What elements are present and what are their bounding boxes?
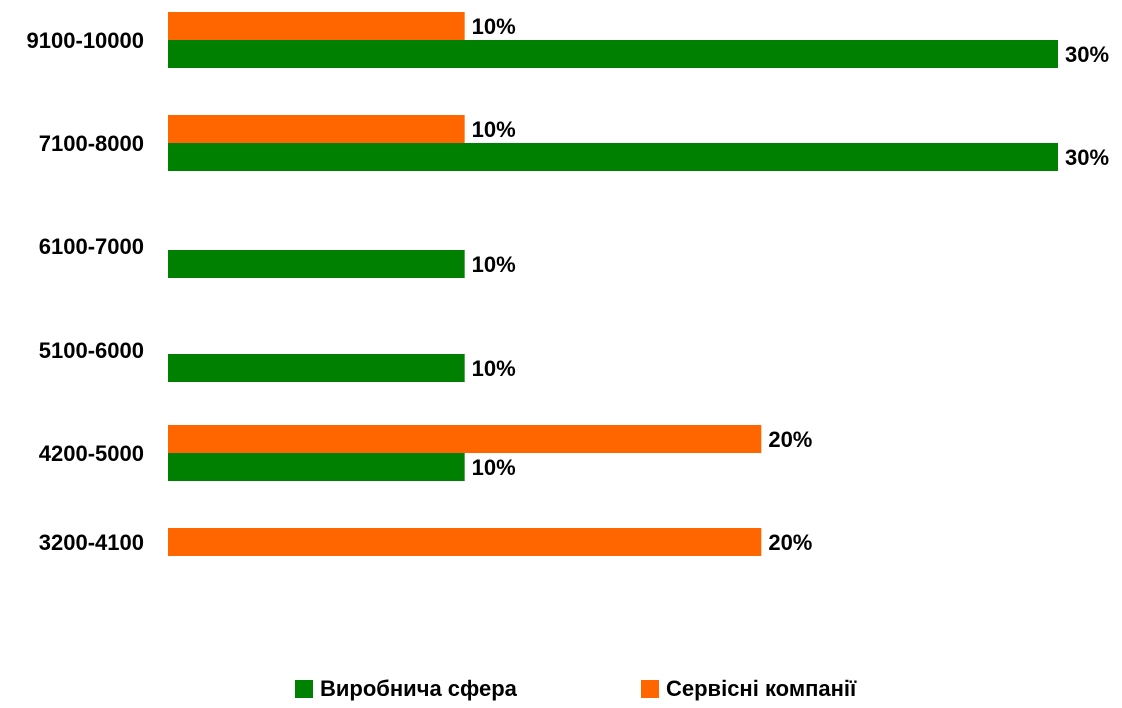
data-label-series-0-1: 30%: [1065, 145, 1109, 170]
data-label-series-1-5: 20%: [768, 530, 812, 555]
bar-series-1-4: [168, 425, 762, 453]
legend-label-series-0: Виробнича сфера: [320, 676, 517, 701]
bar-series-0-4: [168, 453, 465, 481]
bar-series-0-0: [168, 40, 1058, 68]
bar-series-1-0: [168, 12, 465, 40]
category-label: 9100-10000: [27, 28, 144, 53]
bar-series-0-1: [168, 143, 1058, 171]
category-label: 5100-6000: [39, 338, 144, 363]
legend-swatch-series-0: [295, 680, 313, 698]
data-label-series-1-1: 10%: [472, 117, 516, 142]
data-label-series-0-0: 30%: [1065, 42, 1109, 67]
data-label-series-0-4: 10%: [472, 455, 516, 480]
legend-swatch-series-1: [641, 680, 659, 698]
data-label-series-1-4: 20%: [768, 427, 812, 452]
bar-series-1-1: [168, 115, 465, 143]
category-label: 3200-4100: [39, 530, 144, 555]
bar-group: [168, 12, 1058, 556]
category-label: 4200-5000: [39, 441, 144, 466]
category-label: 6100-7000: [39, 234, 144, 259]
legend-item-series-0: Виробнича сфера: [295, 676, 517, 702]
category-label: 7100-8000: [39, 131, 144, 156]
bar-series-1-5: [168, 528, 762, 556]
data-labels: 30% 10% 30% 10% 10% 10% 10% 20% 20%: [472, 14, 1109, 555]
category-axis-labels: 9100-10000 7100-8000 6100-7000 5100-6000 420…: [27, 28, 144, 555]
legend-label-series-1: Сервісні компанії: [666, 676, 857, 701]
legend-item-series-1: Сервісні компанії: [641, 676, 856, 702]
data-label-series-0-2: 10%: [472, 252, 516, 277]
data-label-series-0-3: 10%: [472, 356, 516, 381]
data-label-series-1-0: 10%: [472, 14, 516, 39]
legend: Виробнича сфера Сервісні компанії: [0, 676, 1122, 706]
bar-series-0-3: [168, 354, 465, 382]
bar-series-0-2: [168, 250, 465, 278]
